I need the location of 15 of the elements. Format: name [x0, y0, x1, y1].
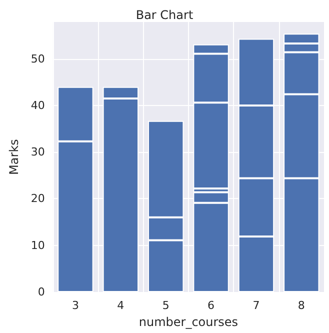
y-tick-label: 40 — [30, 98, 45, 112]
y-tick-label: 10 — [30, 238, 45, 252]
x-tick-label: 6 — [208, 299, 215, 312]
x-tick-label: 8 — [298, 299, 305, 312]
x-tick-label: 3 — [72, 299, 79, 312]
y-tick-label: 20 — [30, 192, 45, 206]
x-tick-label: 7 — [252, 299, 260, 312]
y-tick-label: 50 — [30, 52, 45, 66]
y-tick-label: 0 — [38, 286, 45, 298]
x-axis-title: number_courses — [138, 315, 238, 329]
y-tick-label: 30 — [30, 146, 45, 159]
y-axis-title: Marks — [7, 139, 21, 175]
chart-title: Bar Chart — [136, 8, 194, 22]
x-tick-label: 5 — [162, 299, 170, 312]
x-tick-label: 4 — [117, 299, 124, 312]
